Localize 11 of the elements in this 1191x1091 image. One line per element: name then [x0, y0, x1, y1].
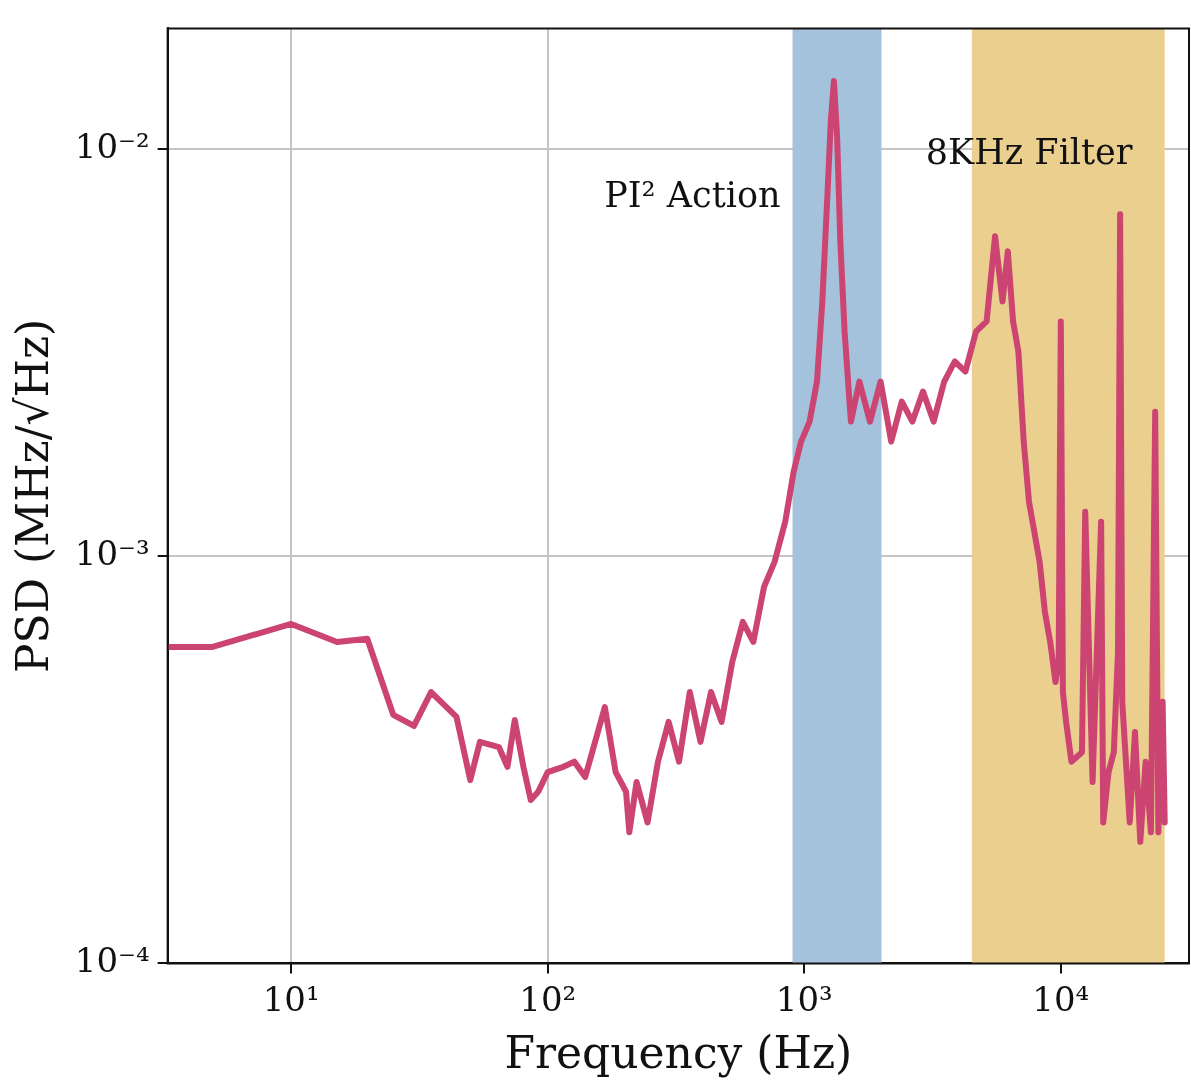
- x-tick-label: 10¹: [262, 978, 320, 1019]
- y-tick-label: 10⁻²: [74, 126, 150, 166]
- band-label: 8KHz Filter: [925, 132, 1133, 173]
- x-axis-title: Frequency (Hz): [504, 1027, 853, 1079]
- band-label: PI² Action: [604, 175, 781, 216]
- y-tick-label: 10⁻⁴: [74, 940, 150, 981]
- x-tick-label: 10²: [519, 978, 577, 1019]
- x-tick-label: 10⁴: [1032, 978, 1090, 1019]
- x-tick-label: 10³: [775, 978, 833, 1019]
- y-tick-label: 10⁻³: [74, 533, 150, 574]
- y-axis-title: PSD (MHz/√Hz): [6, 318, 58, 674]
